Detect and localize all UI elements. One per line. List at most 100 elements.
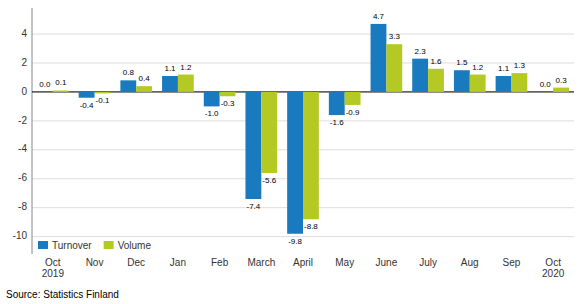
x-tick-label-line: Dec — [127, 257, 145, 268]
data-label: 0.4 — [139, 74, 151, 83]
bar — [386, 44, 402, 92]
bar — [303, 92, 319, 219]
x-tick-label: Feb — [211, 257, 229, 268]
bar — [79, 92, 95, 98]
x-tick-label: July — [419, 257, 437, 268]
background — [0, 0, 582, 304]
bar — [496, 76, 512, 92]
x-tick-label-line: 2020 — [542, 268, 565, 279]
grid-line — [32, 34, 574, 35]
legend-label: Volume — [118, 240, 152, 251]
bar — [329, 92, 345, 115]
data-label: 3.3 — [389, 32, 401, 41]
data-label: 4.7 — [373, 12, 385, 21]
y-tick-label: 2 — [21, 57, 27, 68]
data-label: -7.4 — [246, 202, 260, 211]
bar — [53, 90, 69, 91]
x-tick-label-line: Sep — [503, 257, 521, 268]
bar — [120, 80, 136, 92]
y-tick-label: 0 — [21, 86, 27, 97]
y-tick-label: -6 — [18, 172, 27, 183]
x-tick-label: Jan — [170, 257, 186, 268]
data-label: 2.3 — [415, 47, 427, 56]
data-label: -0.1 — [96, 96, 110, 105]
x-tick-label-line: Feb — [211, 257, 229, 268]
bar — [428, 69, 444, 92]
x-tick-label-line: Nov — [86, 257, 104, 268]
bar — [245, 92, 261, 199]
x-tick-label: Nov — [86, 257, 104, 268]
source-text: Source: Statistics Finland — [6, 289, 119, 300]
bar — [511, 73, 527, 92]
y-tick-label: -4 — [18, 143, 27, 154]
x-tick-label-line: July — [419, 257, 437, 268]
data-label: 1.6 — [430, 57, 442, 66]
bar — [454, 70, 470, 92]
bar — [287, 92, 303, 234]
y-tick-label: -10 — [13, 230, 28, 241]
bar — [204, 92, 220, 106]
y-tick-label: -8 — [18, 201, 27, 212]
data-label: 1.2 — [180, 63, 192, 72]
x-tick-label: Oct2019 — [42, 257, 65, 279]
x-tick-label-line: April — [293, 257, 313, 268]
data-label: -9.8 — [288, 237, 302, 246]
data-label: -8.8 — [304, 222, 318, 231]
bar — [470, 75, 486, 92]
legend-swatch — [104, 241, 114, 249]
x-tick-label-line: June — [376, 257, 398, 268]
data-label: 0.0 — [39, 80, 51, 89]
data-label: 1.3 — [514, 61, 526, 70]
legend-swatch — [38, 241, 48, 249]
grid-line — [32, 62, 574, 63]
bar — [345, 92, 361, 105]
y-tick-label: 4 — [21, 28, 27, 39]
x-tick-label: Sep — [503, 257, 521, 268]
data-label: -5.6 — [262, 176, 276, 185]
data-label: -1.0 — [205, 109, 219, 118]
x-tick-label: Aug — [461, 257, 479, 268]
data-label: -0.4 — [80, 101, 94, 110]
bar — [220, 92, 236, 96]
bar — [95, 92, 111, 93]
bar — [537, 91, 553, 92]
data-label: 0.3 — [556, 76, 568, 85]
x-tick-label-line: May — [335, 257, 354, 268]
x-tick-label: Dec — [127, 257, 145, 268]
bars — [53, 24, 569, 234]
chart: -10-8-6-4-20240.0-0.40.81.1-1.0-7.4-9.8-… — [0, 0, 582, 304]
x-tick-label-line: 2019 — [42, 268, 65, 279]
grid-line — [32, 236, 574, 237]
bar — [412, 59, 428, 92]
x-tick-label-line: Aug — [461, 257, 479, 268]
y-axis-line — [32, 8, 33, 254]
legend-label: Turnover — [52, 240, 92, 251]
bar — [553, 88, 569, 92]
data-label: -1.6 — [330, 118, 344, 127]
bar — [162, 76, 178, 92]
x-tick-label: May — [335, 257, 354, 268]
data-label: 1.2 — [472, 63, 484, 72]
legend: Turnover Volume — [38, 240, 151, 251]
bar — [37, 91, 53, 92]
data-label: 1.1 — [498, 64, 510, 73]
data-label: 0.1 — [55, 78, 67, 87]
data-label: 0.8 — [123, 68, 135, 77]
x-tick-label: June — [376, 257, 398, 268]
x-tick-label: April — [293, 257, 313, 268]
data-label: 1.1 — [164, 64, 176, 73]
y-tick-label: -2 — [18, 115, 27, 126]
bar — [371, 24, 387, 92]
x-tick-label-line: Jan — [170, 257, 186, 268]
bar — [178, 75, 194, 92]
x-tick-label-line: Oct — [545, 257, 561, 268]
x-tick-label: March — [247, 257, 275, 268]
data-label: 0.0 — [540, 80, 552, 89]
bar — [261, 92, 277, 173]
x-tick-label-line: March — [247, 257, 275, 268]
bar — [136, 86, 152, 92]
x-tick-label: Oct2020 — [542, 257, 565, 279]
data-label: -0.3 — [221, 99, 235, 108]
x-tick-label-line: Oct — [45, 257, 61, 268]
data-label: -0.9 — [346, 108, 360, 117]
